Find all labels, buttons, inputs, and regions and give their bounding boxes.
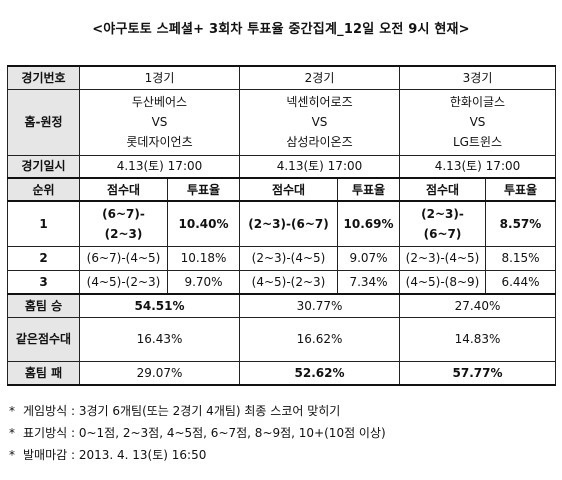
score-range: (4~5)-(2~3) <box>79 269 168 295</box>
game-3-same-score: 14.83% <box>399 316 556 362</box>
game-2-home-loss: 52.62% <box>239 360 400 386</box>
score-range: (2~3)-(6~7) <box>399 200 486 247</box>
vote-rate-table: 경기번호 1경기 2경기 3경기 홈-원정 두산베어스 VS 롯데자이언츠 넥센… <box>7 65 556 386</box>
score-range: (4~5)-(2~3) <box>239 269 338 295</box>
footnote-asterisk: * <box>9 426 15 440</box>
page-title: <야구토토 스페셜+ 3회차 투표율 중간집계_12일 오전 9시 현재> <box>92 22 470 37</box>
footnote-notation: * 표기방식 : 0~1점, 2~3점, 4~5점, 6~7점, 8~9점, 10… <box>9 422 386 444</box>
vote-rate: 9.70% <box>167 269 240 295</box>
rank-number: 2 <box>7 245 80 271</box>
footnotes: * 게임방식 : 3경기 6개팀(또는 2경기 4개팀) 최종 스코어 맞히기 *… <box>9 400 386 466</box>
home-team: 넥센히어로즈 <box>286 95 353 109</box>
game-1-same-score: 16.43% <box>79 316 240 362</box>
vote-rate: 8.15% <box>485 245 556 271</box>
vote-rate: 9.07% <box>337 245 400 271</box>
score-range: (6~7)-(2~3) <box>79 200 168 247</box>
footnote-game-method: * 게임방식 : 3경기 6개팀(또는 2경기 4개팀) 최종 스코어 맞히기 <box>9 400 386 422</box>
game-1-datetime: 4.13(토) 17:00 <box>79 154 240 179</box>
vote-rate: 10.18% <box>167 245 240 271</box>
footnote-text: 발매마감 : 2013. 4. 13(토) 16:50 <box>23 448 207 462</box>
game-1-home-win: 54.51% <box>79 293 240 318</box>
score-range: (2~3)-(4~5) <box>399 245 486 271</box>
away-team: 롯데자이언츠 <box>126 135 193 149</box>
col-score-header: 점수대 <box>239 177 338 202</box>
footnote-text: 표기방식 : 0~1점, 2~3점, 4~5점, 6~7점, 8~9점, 10+… <box>23 426 386 440</box>
col-rate-header: 투표율 <box>485 177 556 202</box>
vote-rate: 10.40% <box>167 200 240 247</box>
score-range: (4~5)-(8~9) <box>399 269 486 295</box>
vs-label: VS <box>469 115 486 129</box>
matchup-1: 두산베어스 VS 롯데자이언츠 <box>79 88 240 156</box>
vs-label: VS <box>311 115 328 129</box>
score-range: (2~3)-(6~7) <box>239 200 338 247</box>
game-2-datetime: 4.13(토) 17:00 <box>239 154 400 179</box>
vs-label: VS <box>151 115 168 129</box>
matchup-3: 한화이글스 VS LG트윈스 <box>399 88 556 156</box>
game-2-header: 2경기 <box>239 65 400 90</box>
vote-rate: 10.69% <box>337 200 400 247</box>
score-range: (2~3)-(4~5) <box>239 245 338 271</box>
game-1-home-loss: 29.07% <box>79 360 240 386</box>
rank-number: 1 <box>7 200 80 247</box>
game-2-same-score: 16.62% <box>239 316 400 362</box>
footnote-asterisk: * <box>9 404 15 418</box>
game-2-home-win: 30.77% <box>239 293 400 318</box>
label-same-score: 같은점수대 <box>7 316 80 362</box>
game-3-header: 3경기 <box>399 65 556 90</box>
away-team: 삼성라이온즈 <box>286 135 353 149</box>
game-1-header: 1경기 <box>79 65 240 90</box>
col-rate-header: 투표율 <box>337 177 400 202</box>
label-rank: 순위 <box>7 177 80 202</box>
label-home-away: 홈-원정 <box>7 88 80 156</box>
footnote-deadline: * 발매마감 : 2013. 4. 13(토) 16:50 <box>9 444 386 466</box>
game-3-datetime: 4.13(토) 17:00 <box>399 154 556 179</box>
col-rate-header: 투표율 <box>167 177 240 202</box>
vote-rate: 8.57% <box>485 200 556 247</box>
vote-rate: 6.44% <box>485 269 556 295</box>
label-datetime: 경기일시 <box>7 154 80 179</box>
away-team: LG트윈스 <box>452 135 503 149</box>
footnote-text: 게임방식 : 3경기 6개팀(또는 2경기 4개팀) 최종 스코어 맞히기 <box>23 404 341 418</box>
footnote-asterisk: * <box>9 448 15 462</box>
vote-rate: 7.34% <box>337 269 400 295</box>
matchup-2: 넥센히어로즈 VS 삼성라이온즈 <box>239 88 400 156</box>
rank-number: 3 <box>7 269 80 295</box>
home-team: 두산베어스 <box>131 95 188 109</box>
label-game-number: 경기번호 <box>7 65 80 90</box>
score-range: (6~7)-(4~5) <box>79 245 168 271</box>
col-score-header: 점수대 <box>79 177 168 202</box>
game-3-home-win: 27.40% <box>399 293 556 318</box>
label-home-loss: 홈팀 패 <box>7 360 80 386</box>
game-3-home-loss: 57.77% <box>399 360 556 386</box>
label-home-win: 홈팀 승 <box>7 293 80 318</box>
home-team: 한화이글스 <box>449 95 506 109</box>
col-score-header: 점수대 <box>399 177 486 202</box>
